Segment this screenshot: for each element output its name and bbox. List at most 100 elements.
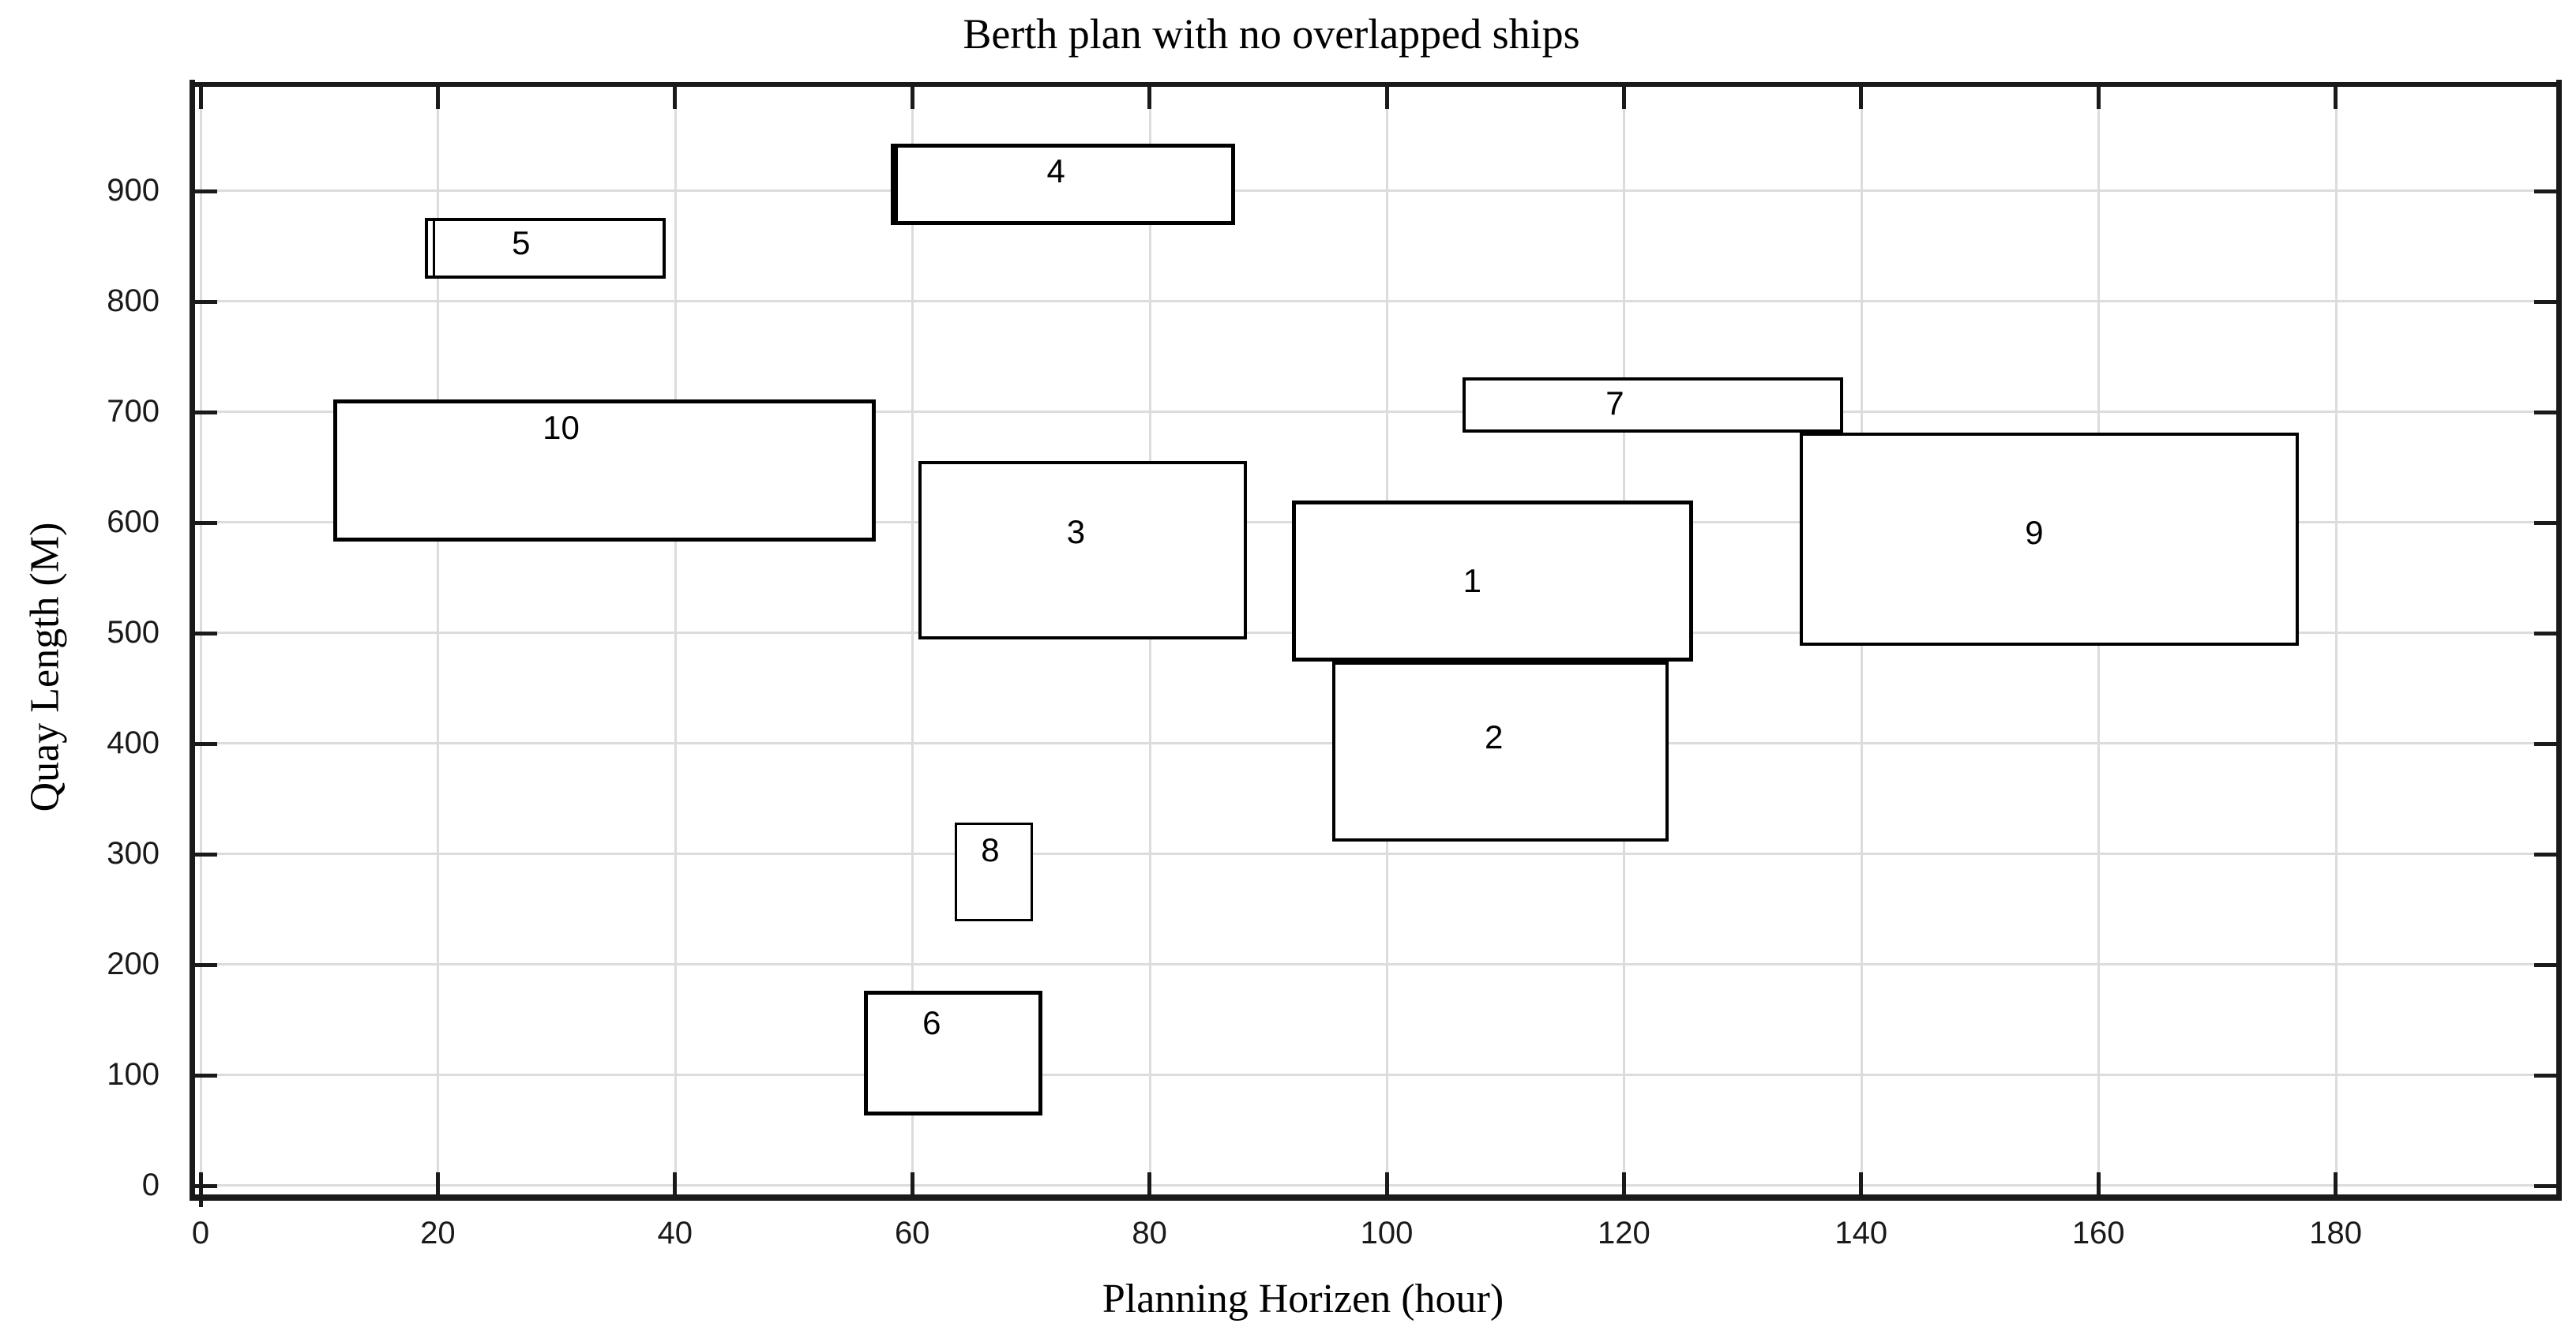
x-bottom-tick bbox=[1147, 1172, 1152, 1194]
x-bottom-tick bbox=[1384, 1172, 1389, 1194]
y-tick-label: 100 bbox=[107, 1057, 160, 1092]
ship-inner-left-line bbox=[433, 221, 436, 276]
x-top-tick bbox=[910, 87, 914, 109]
x-bottom-tick bbox=[673, 1172, 678, 1194]
x-tick-label: 180 bbox=[2309, 1216, 2362, 1250]
v-gridline bbox=[200, 87, 202, 1194]
x-bottom-tick bbox=[1859, 1172, 1864, 1194]
y-left-tick bbox=[190, 410, 217, 414]
y-axis-label: Quay Length (M) bbox=[22, 522, 68, 812]
ship-label: 10 bbox=[543, 409, 580, 447]
y-tick-label: 700 bbox=[107, 394, 160, 429]
h-gridline bbox=[195, 963, 2556, 965]
x-bottom-tick bbox=[1621, 1172, 1626, 1194]
x-tick-label: 60 bbox=[894, 1216, 930, 1250]
axis-bottom-border bbox=[190, 1194, 2562, 1201]
x-bottom-tick bbox=[2096, 1172, 2101, 1194]
y-left-tick bbox=[190, 299, 217, 304]
x-bottom-tick bbox=[198, 1172, 203, 1194]
v-gridline bbox=[674, 87, 677, 1194]
ship-rect bbox=[1463, 377, 1844, 433]
y-tick-label: 0 bbox=[141, 1168, 160, 1202]
y-left-tick bbox=[190, 741, 217, 746]
ship-rect bbox=[955, 822, 1034, 922]
y-right-tick bbox=[2534, 852, 2556, 857]
x-top-tick bbox=[1621, 87, 1626, 109]
y-right-tick bbox=[2534, 520, 2556, 525]
y-tick-label: 400 bbox=[107, 725, 160, 760]
axis-top-border bbox=[190, 82, 2562, 87]
x-tick-label: 80 bbox=[1132, 1216, 1167, 1250]
ship-rect bbox=[333, 399, 876, 542]
y-right-tick bbox=[2534, 741, 2556, 746]
x-tick-label: 40 bbox=[657, 1216, 693, 1250]
y-tick-label: 200 bbox=[107, 947, 160, 981]
ship-rect bbox=[863, 990, 1043, 1115]
h-gridline bbox=[195, 853, 2556, 855]
x-top-tick bbox=[2334, 87, 2338, 109]
x-tick-label: 0 bbox=[191, 1216, 210, 1250]
ship-label: 1 bbox=[1463, 562, 1481, 600]
h-gridline bbox=[195, 411, 2556, 413]
x-top-tick bbox=[1859, 87, 1864, 109]
y-tick-label: 800 bbox=[107, 283, 160, 318]
h-gridline bbox=[195, 1074, 2556, 1076]
x-top-tick bbox=[673, 87, 678, 109]
v-gridline bbox=[911, 87, 914, 1194]
ship-rect bbox=[1291, 501, 1693, 662]
y-right-tick bbox=[2534, 1073, 2556, 1078]
ship-label: 2 bbox=[1484, 718, 1504, 755]
h-gridline bbox=[195, 1184, 2556, 1187]
x-tick-label: 100 bbox=[1360, 1216, 1414, 1250]
ship-rect bbox=[1799, 433, 2300, 646]
ship-rect bbox=[891, 144, 1235, 226]
y-left-tick bbox=[190, 520, 217, 525]
y-right-tick bbox=[2534, 410, 2556, 414]
ship-label: 6 bbox=[922, 1003, 941, 1041]
ship-rect bbox=[424, 218, 666, 279]
x-axis-label: Planning Horizen (hour) bbox=[1102, 1277, 1504, 1322]
x-tick-label: 120 bbox=[1598, 1216, 1650, 1250]
y-right-tick bbox=[2534, 1183, 2556, 1188]
y-left-tick bbox=[190, 1073, 217, 1078]
ship-label: 8 bbox=[981, 830, 1000, 868]
axis-left-spine bbox=[190, 80, 195, 1200]
ship-label: 7 bbox=[1605, 384, 1624, 422]
y-right-tick bbox=[2534, 631, 2556, 636]
x-top-tick bbox=[198, 87, 203, 109]
x-top-tick bbox=[2096, 87, 2101, 109]
y-left-tick bbox=[190, 631, 217, 636]
y-right-tick bbox=[2534, 962, 2556, 967]
ship-label: 9 bbox=[2025, 513, 2044, 551]
h-gridline bbox=[195, 189, 2556, 192]
x-bottom-tick bbox=[2334, 1172, 2338, 1194]
ship-rect bbox=[918, 461, 1247, 640]
ship-label: 5 bbox=[512, 224, 531, 262]
x-top-tick bbox=[435, 87, 440, 109]
v-gridline bbox=[2334, 87, 2338, 1194]
y-right-tick bbox=[2534, 299, 2556, 304]
chart-title: Berth plan with no overlapped ships bbox=[963, 10, 1580, 58]
x-top-tick bbox=[1147, 87, 1152, 109]
v-gridline bbox=[1148, 87, 1151, 1194]
y-right-tick bbox=[2534, 189, 2556, 193]
x-bottom-tick bbox=[910, 1172, 914, 1194]
x-tick-label: 140 bbox=[1834, 1216, 1888, 1250]
x-bottom-tick bbox=[435, 1172, 440, 1194]
ship-rect bbox=[1331, 662, 1669, 842]
axis-right-spine bbox=[2556, 80, 2562, 1200]
y-tick-label: 500 bbox=[107, 615, 160, 650]
y-tick-label: 600 bbox=[107, 504, 160, 539]
y-left-tick bbox=[190, 1183, 217, 1188]
x-top-tick bbox=[1384, 87, 1389, 109]
y-tick-label: 300 bbox=[107, 836, 160, 871]
ship-label: 4 bbox=[1046, 152, 1065, 190]
origin-tick-extension bbox=[198, 1194, 203, 1207]
y-left-tick bbox=[190, 189, 217, 193]
v-gridline bbox=[437, 87, 440, 1194]
ship-label: 3 bbox=[1066, 513, 1086, 551]
h-gridline bbox=[195, 300, 2556, 302]
y-left-tick bbox=[190, 962, 217, 967]
y-tick-label: 900 bbox=[107, 173, 160, 208]
